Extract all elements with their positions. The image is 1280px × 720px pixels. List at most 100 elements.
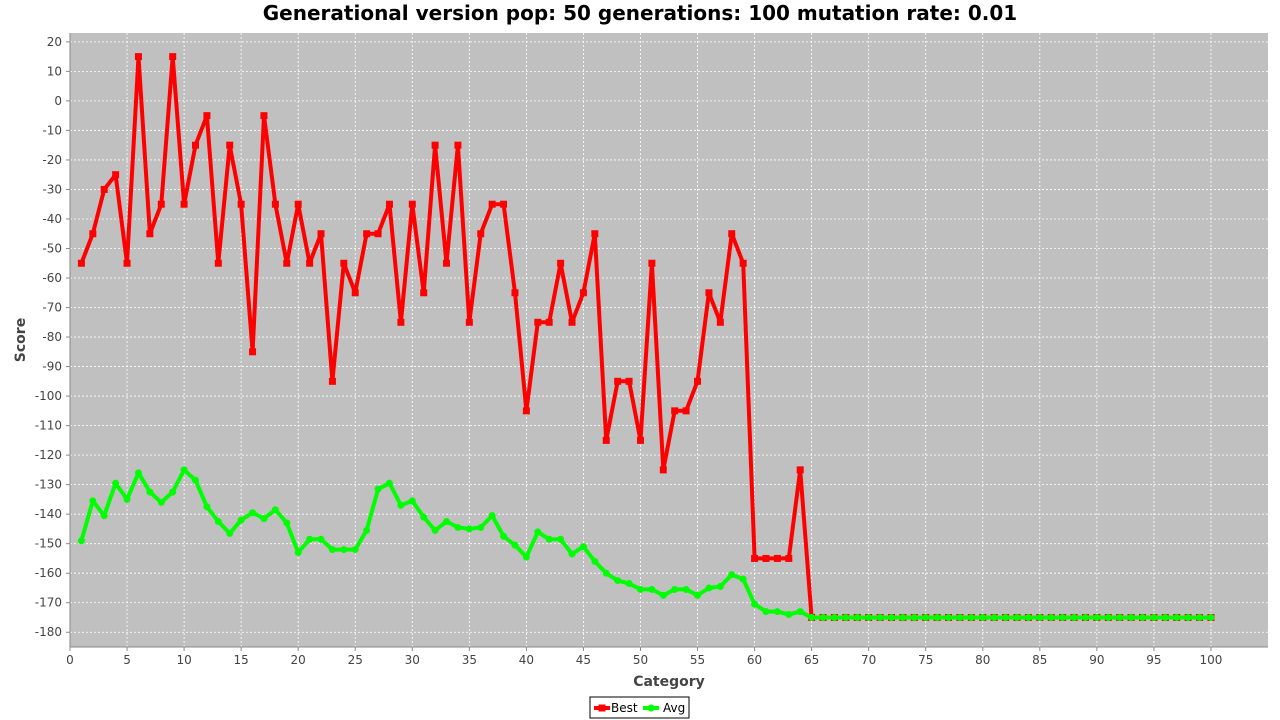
- data-point-best: [500, 200, 508, 208]
- data-point-best: [705, 289, 713, 297]
- data-point-avg: [602, 569, 610, 577]
- data-point-avg: [169, 488, 177, 496]
- y-tick-label: -150: [35, 537, 62, 551]
- y-tick-label: -60: [42, 271, 62, 285]
- data-point-avg: [819, 613, 827, 621]
- x-tick-label: 95: [1146, 653, 1161, 667]
- data-point-best: [192, 141, 200, 149]
- data-point-best: [614, 377, 622, 385]
- data-point-best: [716, 318, 724, 326]
- data-point-best: [659, 466, 667, 474]
- data-point-avg: [945, 613, 953, 621]
- data-point-avg: [842, 613, 850, 621]
- data-point-best: [408, 200, 416, 208]
- data-point-avg: [340, 546, 348, 554]
- data-point-avg: [591, 557, 599, 565]
- y-tick-label: -170: [35, 596, 62, 610]
- data-point-best: [226, 141, 234, 149]
- x-tick-label: 80: [975, 653, 990, 667]
- data-point-avg: [625, 580, 633, 588]
- y-axis: 20 10 0 -10 -20 -30 -40 -50 -60 -70 -80 -90 -100 -110…: [35, 33, 71, 647]
- data-point-best: [796, 466, 804, 474]
- data-point-best: [157, 200, 165, 208]
- data-point-avg: [1036, 613, 1044, 621]
- data-point-best: [762, 554, 770, 562]
- data-point-best: [271, 200, 279, 208]
- data-point-avg: [477, 523, 485, 531]
- data-point-best: [431, 141, 439, 149]
- data-point-best: [317, 230, 325, 238]
- data-point-best: [682, 407, 690, 415]
- y-tick-label: -140: [35, 507, 62, 521]
- x-tick-label: 40: [519, 653, 534, 667]
- data-point-best: [203, 112, 211, 120]
- data-point-avg: [1127, 613, 1135, 621]
- data-point-best: [785, 554, 793, 562]
- data-point-avg: [1150, 613, 1158, 621]
- data-point-best: [728, 230, 736, 238]
- data-point-best: [545, 318, 553, 326]
- data-point-avg: [112, 479, 120, 487]
- y-tick-label: -180: [35, 625, 62, 639]
- data-point-avg: [511, 541, 519, 549]
- y-tick-label: -100: [35, 389, 62, 403]
- data-point-avg: [1207, 613, 1215, 621]
- y-tick-label: -130: [35, 478, 62, 492]
- data-point-avg: [751, 600, 759, 608]
- data-point-avg: [636, 585, 644, 593]
- data-point-avg: [283, 519, 291, 527]
- plot-area: [70, 33, 1268, 647]
- data-point-best: [534, 318, 542, 326]
- data-point-avg: [123, 495, 131, 503]
- data-point-avg: [671, 585, 679, 593]
- data-point-avg: [1196, 613, 1204, 621]
- x-tick-label: 75: [918, 653, 933, 667]
- data-point-avg: [557, 535, 565, 543]
- data-point-avg: [1116, 613, 1124, 621]
- x-tick-label: 5: [123, 653, 131, 667]
- data-point-avg: [910, 613, 918, 621]
- data-point-avg: [294, 549, 302, 557]
- data-point-avg: [249, 509, 257, 517]
- data-point-avg: [568, 550, 576, 558]
- data-point-best: [77, 259, 85, 267]
- data-point-best: [420, 289, 428, 297]
- data-point-avg: [89, 497, 97, 505]
- data-point-avg: [990, 613, 998, 621]
- y-tick-label: -50: [42, 241, 62, 255]
- data-point-avg: [785, 611, 793, 619]
- data-point-best: [694, 377, 702, 385]
- data-point-avg: [979, 613, 987, 621]
- x-tick-label: 30: [405, 653, 420, 667]
- data-point-best: [294, 200, 302, 208]
- data-point-best: [648, 259, 656, 267]
- data-point-avg: [465, 525, 473, 533]
- data-point-avg: [1024, 613, 1032, 621]
- data-point-avg: [1184, 613, 1192, 621]
- data-point-avg: [351, 546, 359, 554]
- data-point-avg: [1104, 613, 1112, 621]
- data-point-avg: [1173, 613, 1181, 621]
- data-point-avg: [705, 584, 713, 592]
- data-point-best: [602, 436, 610, 444]
- data-point-best: [557, 259, 565, 267]
- data-point-avg: [1161, 613, 1169, 621]
- y-tick-label: -80: [42, 330, 62, 344]
- data-point-avg: [134, 469, 142, 477]
- data-point-avg: [1059, 613, 1067, 621]
- data-point-avg: [1002, 613, 1010, 621]
- data-point-best: [112, 171, 120, 179]
- data-point-best: [522, 407, 530, 415]
- data-point-avg: [328, 546, 336, 554]
- data-point-best: [134, 53, 142, 61]
- data-point-avg: [408, 497, 416, 505]
- data-point-avg: [739, 575, 747, 583]
- data-point-best: [636, 436, 644, 444]
- data-point-best: [625, 377, 633, 385]
- data-point-avg: [830, 613, 838, 621]
- y-tick-label: -160: [35, 566, 62, 580]
- series-line-avg: [79, 467, 1211, 620]
- data-point-avg: [237, 516, 245, 524]
- data-point-avg: [306, 535, 314, 543]
- data-point-avg: [853, 613, 861, 621]
